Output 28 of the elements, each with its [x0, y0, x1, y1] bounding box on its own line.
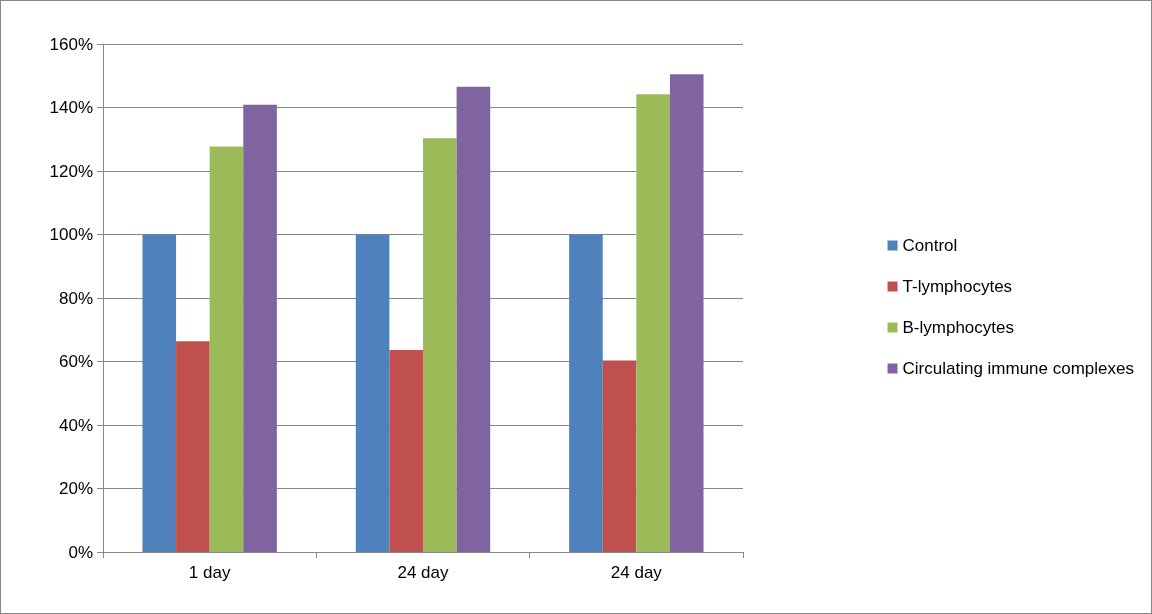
y-tick-label: 0% — [68, 542, 93, 562]
x-tick-label: 24 day — [610, 563, 663, 582]
y-tick-label: 40% — [58, 415, 93, 435]
bar — [669, 74, 704, 552]
x-tick-label: 1 day — [188, 563, 231, 582]
y-tick-label: 120% — [49, 161, 93, 181]
bar — [423, 138, 457, 552]
bar — [355, 234, 390, 552]
y-tick-label: 20% — [58, 479, 93, 498]
y-tick-label: 160% — [49, 34, 93, 54]
legend-label: B-lymphocytes — [902, 318, 1015, 337]
legend-label: T-lymphocytes — [902, 277, 1013, 296]
bar — [142, 234, 177, 552]
bar — [456, 86, 491, 552]
x-tick-label: 24 day — [397, 563, 450, 582]
bar — [209, 146, 244, 552]
bar — [636, 94, 670, 552]
bar — [176, 341, 210, 552]
bar — [243, 104, 277, 552]
y-tick-label: 60% — [58, 352, 93, 371]
bar — [389, 350, 423, 552]
y-tick-label: 100% — [49, 225, 93, 244]
bar — [569, 234, 603, 552]
bar — [602, 360, 637, 552]
legend-label: Control — [902, 236, 958, 255]
y-tick-label: 80% — [58, 288, 93, 308]
legend-label: Circulating immune complexes — [902, 359, 1135, 378]
y-tick-label: 140% — [49, 98, 93, 117]
